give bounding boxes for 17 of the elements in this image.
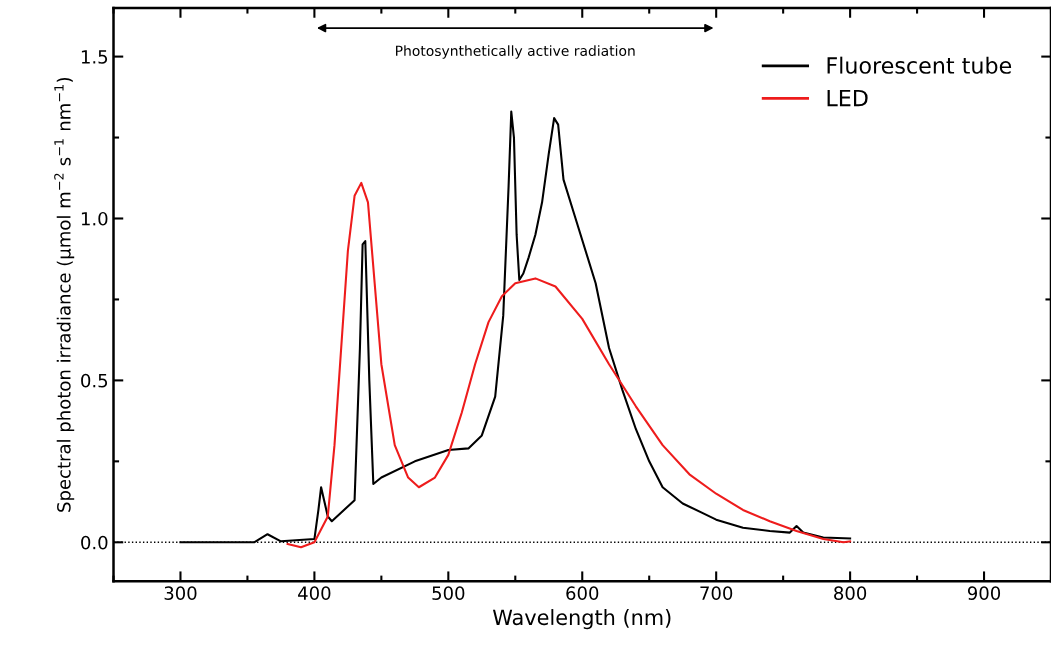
y-tick-label: 0.5 [81,373,108,388]
y-tick-label: 1.5 [81,50,108,64]
annotation: Photosynthetically active radiation [396,45,635,59]
y-tick-label: 0.0 [81,535,108,550]
x-axis-title: Wavelength (nm) [492,609,671,630]
x-tick-label: 400 [298,586,331,600]
x-tick-label: 500 [432,586,465,600]
x-tick-label: 300 [164,586,197,600]
x-tick-label: 900 [967,586,1001,600]
x-tick-label: 800 [834,586,867,600]
line-series [286,181,852,549]
x-tick-label: 700 [700,586,733,600]
y-tick-label: 1.0 [81,211,108,226]
legend-label: Fluorescent tube [827,56,1012,74]
y-axis-title: Spectral photon irradiance (µmol m$^{−2}$ s$^{−1}$ nm$^{−1}$) [54,77,75,512]
legend-label: LED [827,89,868,107]
x-tick-label: 600 [566,586,599,600]
